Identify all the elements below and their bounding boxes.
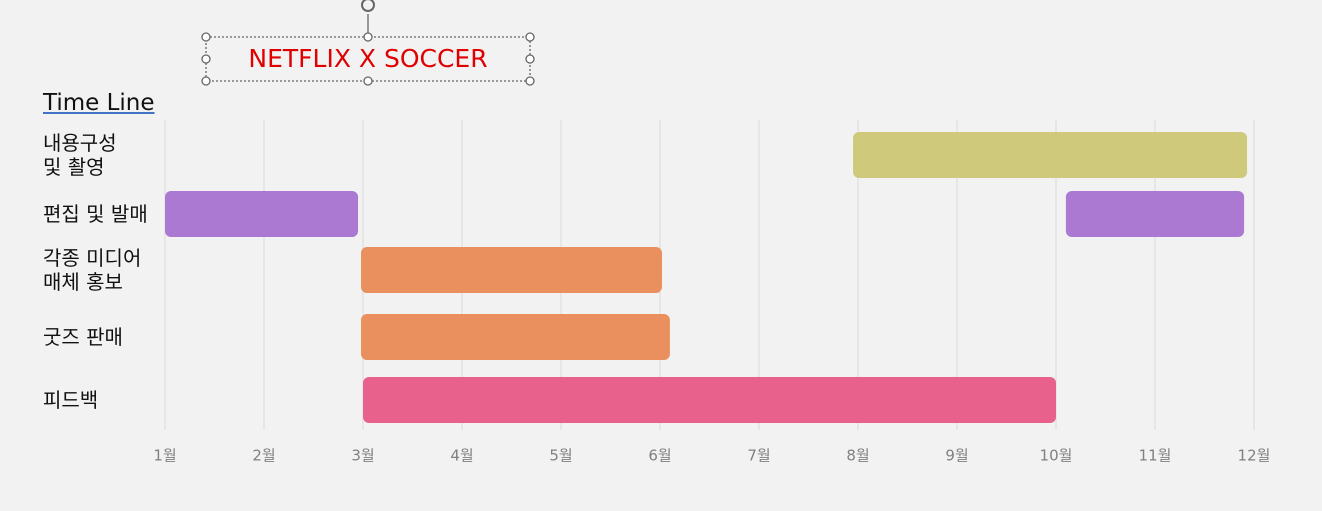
x-tick-label: 6월 [648, 447, 671, 465]
x-tick-label: 11월 [1139, 447, 1172, 465]
bar [853, 132, 1248, 178]
chart-title[interactable]: NETFLIX X SOCCER [248, 44, 488, 73]
x-tick-label: 1월 [153, 447, 176, 465]
task-label: 굿즈 판매 [43, 325, 123, 349]
bar [361, 247, 662, 293]
subtitle: Time Line [43, 90, 155, 116]
bar [361, 314, 670, 360]
x-tick-label: 5월 [549, 447, 572, 465]
task-label: 피드백 [43, 388, 99, 412]
bar [363, 377, 1056, 423]
x-tick-label: 10월 [1040, 447, 1073, 465]
x-tick-label: 8월 [846, 447, 869, 465]
task-label: 편집 및 발매 [43, 202, 148, 226]
x-tick-label: 3월 [351, 447, 374, 465]
x-tick-label: 12월 [1238, 447, 1271, 465]
x-tick-label: 7월 [747, 447, 770, 465]
bar [1065, 191, 1245, 237]
task-label: 각종 미디어 매체 홍보 [43, 246, 142, 294]
x-tick-label: 9월 [945, 447, 968, 465]
task-label: 내용구성 및 촬영 [43, 131, 117, 179]
selection-box [201, 0, 535, 86]
x-tick-label: 2월 [252, 447, 275, 465]
bar [165, 191, 359, 237]
x-tick-label: 4월 [450, 447, 473, 465]
